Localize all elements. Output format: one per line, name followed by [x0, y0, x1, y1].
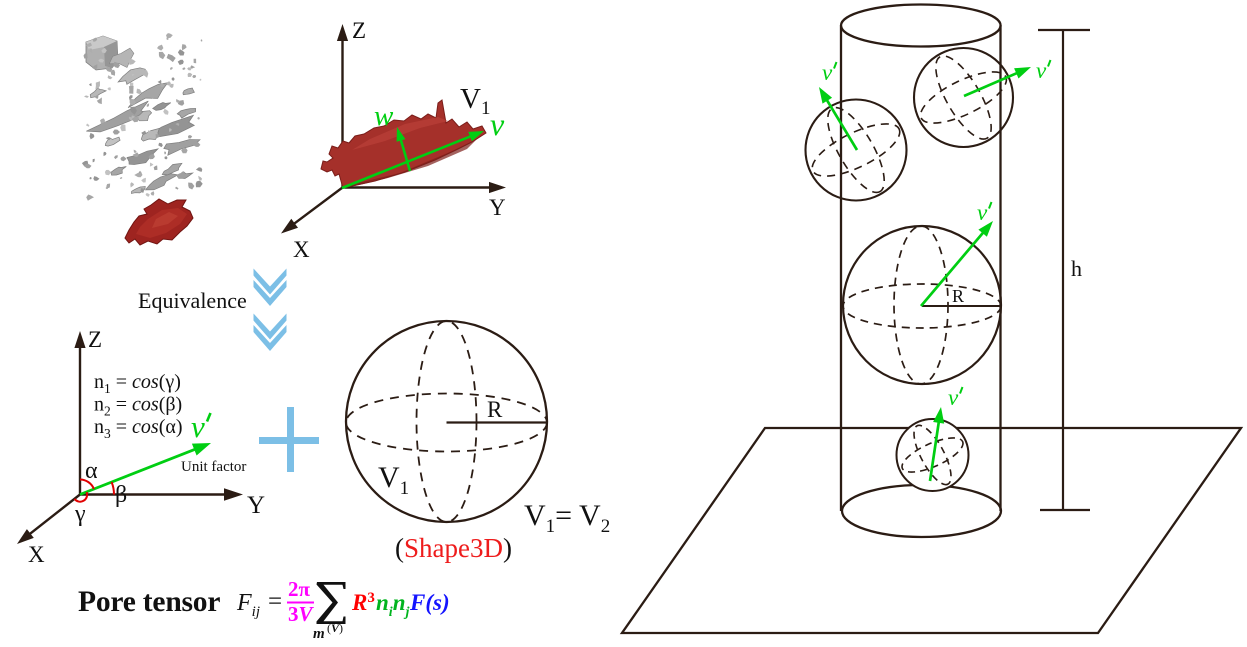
svg-text:(V): (V)	[327, 621, 343, 635]
svg-text:v: v	[977, 200, 988, 225]
svg-text:β: β	[115, 482, 127, 508]
svg-text:v: v	[490, 106, 505, 142]
svg-text:(Shape3D): (Shape3D)	[395, 533, 512, 563]
svg-text:w: w	[374, 100, 394, 132]
svg-text:Z: Z	[352, 18, 366, 43]
svg-text:v: v	[1036, 58, 1047, 83]
svg-text:3V: 3V	[288, 602, 315, 626]
svg-text:Unit factor: Unit factor	[181, 459, 246, 475]
svg-text:2π: 2π	[288, 577, 311, 601]
svg-text:X: X	[28, 542, 45, 567]
svg-text:n2 = cos(β): n2 = cos(β)	[94, 394, 182, 419]
svg-text:=: =	[268, 588, 282, 615]
svg-text:F(s): F(s)	[409, 590, 450, 615]
svg-text:v: v	[191, 409, 205, 444]
svg-text:Y: Y	[489, 195, 506, 220]
svg-text:m: m	[313, 626, 325, 642]
svg-text:Y: Y	[247, 492, 265, 519]
svg-text:n1 = cos(γ): n1 = cos(γ)	[94, 371, 181, 396]
svg-text:h: h	[1071, 256, 1082, 281]
svg-text:R: R	[952, 286, 964, 306]
svg-text:V1= V2: V1= V2	[524, 499, 610, 537]
svg-text:Equivalence: Equivalence	[138, 288, 247, 313]
svg-text:v: v	[822, 60, 833, 85]
svg-text:v: v	[948, 385, 959, 410]
svg-text:α: α	[85, 458, 98, 484]
svg-text:Pore tensor: Pore tensor	[78, 586, 220, 618]
svg-text:Z: Z	[88, 327, 102, 352]
svg-text:γ: γ	[74, 501, 86, 527]
svg-text:R: R	[487, 397, 503, 422]
svg-text:X: X	[293, 237, 310, 262]
